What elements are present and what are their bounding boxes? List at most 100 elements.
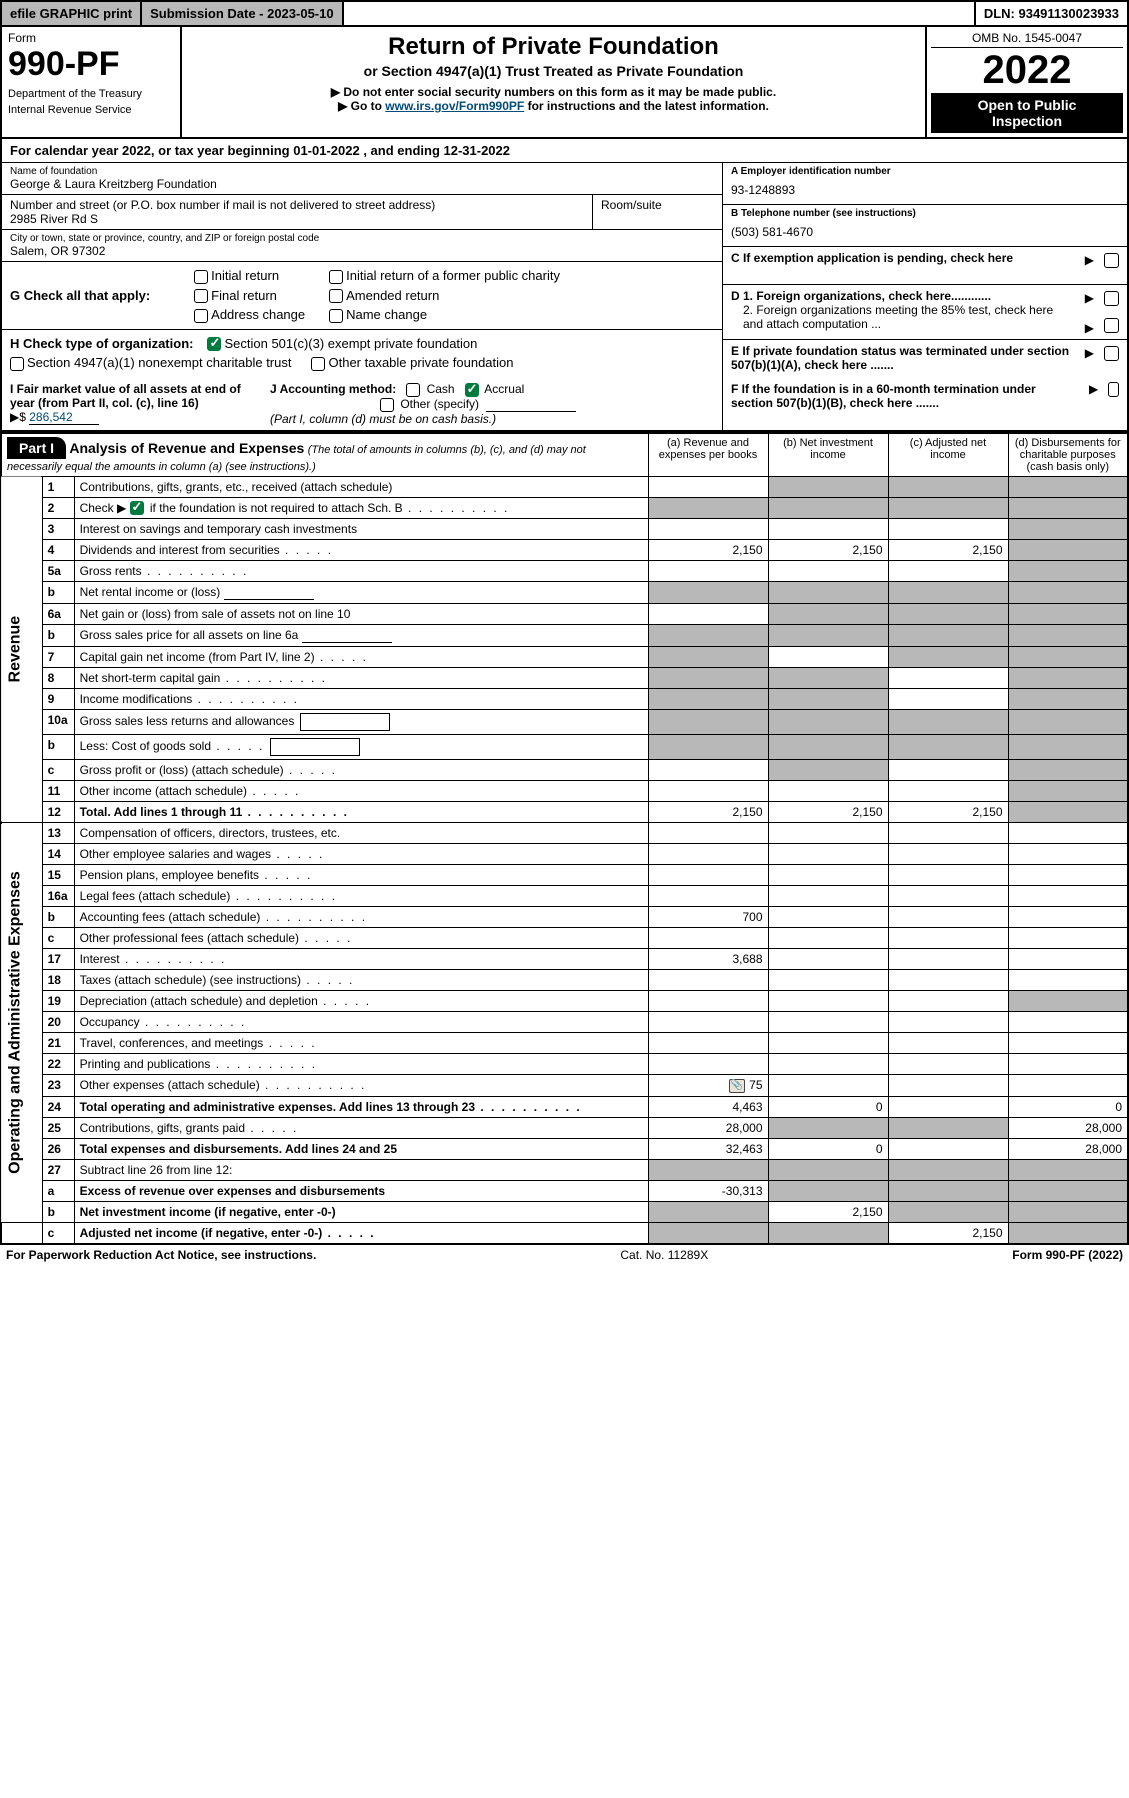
col-c-head: (c) Adjusted net income <box>888 433 1008 477</box>
efile-label: efile GRAPHIC print <box>2 2 142 25</box>
c-exemption-row: C If exemption application is pending, c… <box>723 247 1127 285</box>
g-initial[interactable]: Initial return <box>194 268 305 284</box>
l12-a: 2,150 <box>648 802 768 823</box>
checkbox-icon[interactable] <box>406 383 420 397</box>
ein-cell: A Employer identification number 93-1248… <box>723 163 1127 205</box>
line-6a: Net gain or (loss) from sale of assets n… <box>74 604 648 625</box>
footer-mid: Cat. No. 11289X <box>620 1248 708 1262</box>
l24-b: 0 <box>768 1096 888 1117</box>
foundation-name: George & Laura Kreitzberg Foundation <box>10 177 714 191</box>
h-4947[interactable]: Section 4947(a)(1) nonexempt charitable … <box>10 355 291 371</box>
f-label: F If the foundation is in a 60-month ter… <box>731 382 1079 410</box>
line-18: Taxes (attach schedule) (see instruction… <box>74 970 648 991</box>
table-row: aExcess of revenue over expenses and dis… <box>1 1180 1128 1201</box>
l26-a: 32,463 <box>648 1138 768 1159</box>
side-expenses-label: Operating and Administrative Expenses <box>1 823 42 1223</box>
table-row: cOther professional fees (attach schedul… <box>1 928 1128 949</box>
footer-left: For Paperwork Reduction Act Notice, see … <box>6 1248 316 1262</box>
g-address[interactable]: Address change <box>194 307 305 323</box>
line-20: Occupancy <box>74 1012 648 1033</box>
j-other: Other (specify) <box>400 397 479 411</box>
other-specify-line <box>486 398 576 412</box>
l27a-a: -30,313 <box>648 1180 768 1201</box>
open-pub-1: Open to Public <box>978 97 1077 113</box>
header-left: Form 990-PF Department of the Treasury I… <box>2 27 182 137</box>
line-3: Interest on savings and temporary cash i… <box>74 519 648 540</box>
header-center: Return of Private Foundation or Section … <box>182 27 927 137</box>
g-name-change[interactable]: Name change <box>329 307 560 323</box>
table-row: 3Interest on savings and temporary cash … <box>1 519 1128 540</box>
checkbox-checked-icon[interactable] <box>465 383 479 397</box>
g-initial-former[interactable]: Initial return of a former public charit… <box>329 268 560 284</box>
ein-label: A Employer identification number <box>731 166 1119 177</box>
table-row: 7Capital gain net income (from Part IV, … <box>1 647 1128 668</box>
submission-date: Submission Date - 2023-05-10 <box>142 2 344 25</box>
topbar-spacer <box>344 2 976 25</box>
i-fmv-cell: I Fair market value of all assets at end… <box>2 378 262 430</box>
j-accounting-cell: J Accounting method: Cash Accrual Other … <box>262 378 722 430</box>
table-row: 20Occupancy <box>1 1012 1128 1033</box>
checkbox-icon[interactable] <box>1108 382 1119 397</box>
table-row: 19Depreciation (attach schedule) and dep… <box>1 991 1128 1012</box>
dept-treasury: Department of the Treasury <box>8 88 174 100</box>
table-row: 14Other employee salaries and wages <box>1 844 1128 865</box>
arrow-icon: ▶ <box>1085 346 1094 360</box>
l25-d: 28,000 <box>1008 1117 1128 1138</box>
open-to-public: Open to Public Inspection <box>931 93 1123 133</box>
table-row: bLess: Cost of goods sold <box>1 735 1128 760</box>
table-row: 12Total. Add lines 1 through 11 2,150 2,… <box>1 802 1128 823</box>
g-check-row: G Check all that apply: Initial return F… <box>2 262 722 330</box>
line-12: Total. Add lines 1 through 11 <box>74 802 648 823</box>
checkbox-icon[interactable] <box>1104 318 1119 333</box>
line-6b: Gross sales price for all assets on line… <box>74 625 648 647</box>
l4-b: 2,150 <box>768 540 888 561</box>
info-left: Name of foundation George & Laura Kreitz… <box>2 163 722 378</box>
line-27: Subtract line 26 from line 12: <box>74 1159 648 1180</box>
table-row: 23Other expenses (attach schedule) 📎75 <box>1 1075 1128 1097</box>
line-11: Other income (attach schedule) <box>74 781 648 802</box>
checkbox-checked-icon[interactable] <box>130 501 144 515</box>
line-10a: Gross sales less returns and allowances <box>74 710 648 735</box>
inline-field <box>270 738 360 756</box>
header-right: OMB No. 1545-0047 2022 Open to Public In… <box>927 27 1127 137</box>
calendar-year-row: For calendar year 2022, or tax year begi… <box>0 139 1129 163</box>
arrow-icon: ▶ <box>1089 382 1098 396</box>
info-right: A Employer identification number 93-1248… <box>722 163 1127 378</box>
form990pf-link[interactable]: www.irs.gov/Form990PF <box>385 99 524 113</box>
line-10b: Less: Cost of goods sold <box>74 735 648 760</box>
h-other-taxable[interactable]: Other taxable private foundation <box>311 355 513 371</box>
h-501c3[interactable]: Section 501(c)(3) exempt private foundat… <box>207 336 477 352</box>
table-row: 24Total operating and administrative exp… <box>1 1096 1128 1117</box>
checkbox-icon[interactable] <box>1104 291 1119 306</box>
city-value: Salem, OR 97302 <box>10 244 714 258</box>
line-5a: Gross rents <box>74 561 648 582</box>
attachment-icon[interactable]: 📎 <box>729 1079 745 1093</box>
table-row: 2 Check ▶ if the foundation is not requi… <box>1 497 1128 519</box>
form-subtitle: or Section 4947(a)(1) Trust Treated as P… <box>192 63 915 79</box>
table-row: 18Taxes (attach schedule) (see instructi… <box>1 970 1128 991</box>
table-row: 9Income modifications <box>1 689 1128 710</box>
info-grid: Name of foundation George & Laura Kreitz… <box>0 163 1129 378</box>
table-row: 22Printing and publications <box>1 1054 1128 1075</box>
j-cash: Cash <box>427 382 455 396</box>
table-row: bAccounting fees (attach schedule) 700 <box>1 907 1128 928</box>
checkbox-icon[interactable] <box>1104 253 1119 268</box>
line-22: Printing and publications <box>74 1054 648 1075</box>
line-2: Check ▶ if the foundation is not require… <box>74 497 648 519</box>
arrow-icon: ▶ <box>1085 253 1094 267</box>
city-cell: City or town, state or province, country… <box>2 230 722 262</box>
line-10c: Gross profit or (loss) (attach schedule) <box>74 760 648 781</box>
checkbox-icon[interactable] <box>1104 346 1119 361</box>
line-21: Travel, conferences, and meetings <box>74 1033 648 1054</box>
g-amended[interactable]: Amended return <box>329 288 560 304</box>
table-row: bNet rental income or (loss) <box>1 582 1128 604</box>
j-accrual: Accrual <box>484 382 524 396</box>
ij-row: I Fair market value of all assets at end… <box>0 378 1129 432</box>
inline-field <box>300 713 390 731</box>
g-final[interactable]: Final return <box>194 288 305 304</box>
e-terminated-row: E If private foundation status was termi… <box>723 340 1127 378</box>
l12-c: 2,150 <box>888 802 1008 823</box>
checkbox-icon <box>194 309 208 323</box>
l24-d: 0 <box>1008 1096 1128 1117</box>
checkbox-icon[interactable] <box>380 398 394 412</box>
